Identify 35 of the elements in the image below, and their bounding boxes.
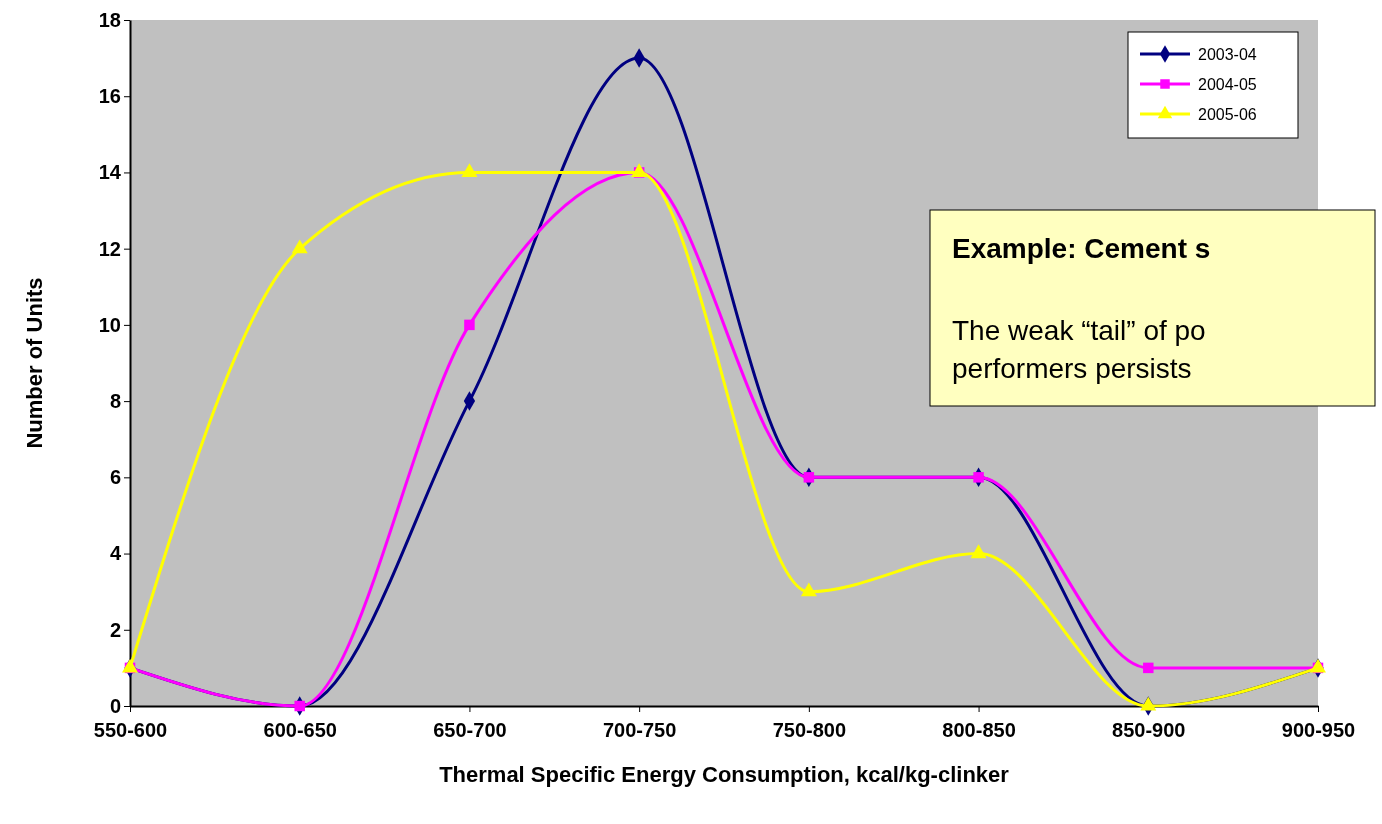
y-tick-label: 12 bbox=[98, 237, 121, 260]
x-tick-label: 700-750 bbox=[602, 719, 677, 741]
y-tick-label: 8 bbox=[109, 390, 121, 413]
y-tick-label: 6 bbox=[109, 466, 121, 489]
x-tick-label: 750-800 bbox=[772, 719, 847, 741]
x-tick-label: 550-600 bbox=[93, 719, 168, 741]
y-tick-label: 18 bbox=[98, 8, 121, 31]
y-tick-label: 0 bbox=[109, 694, 121, 717]
y-tick-label: 16 bbox=[98, 85, 121, 108]
legend-label: 2005-06 bbox=[1198, 106, 1257, 123]
y-tick-label: 4 bbox=[109, 542, 122, 565]
y-tick-label: 14 bbox=[98, 161, 122, 184]
x-tick-label: 800-850 bbox=[942, 719, 1016, 741]
point bbox=[294, 700, 305, 712]
x-axis-title: Thermal Specific Energy Consumption, kcal/kg-clinker bbox=[439, 762, 1010, 787]
x-tick-label: 600-650 bbox=[263, 719, 337, 741]
point bbox=[461, 163, 478, 178]
annotation: Example: Cement s bbox=[952, 233, 1211, 264]
point bbox=[1143, 662, 1154, 674]
y-axis-title: Number of Units bbox=[22, 277, 47, 449]
point bbox=[631, 163, 648, 178]
y-tick-label: 10 bbox=[98, 313, 121, 336]
annotation: The weak “tail” of po performers persists bbox=[952, 315, 1206, 384]
point bbox=[970, 544, 987, 559]
x-tick-label: 900-950 bbox=[1281, 719, 1356, 741]
note-box: Example: Cement s The weak “tail” of po performers persists bbox=[929, 209, 1376, 407]
point bbox=[973, 472, 984, 483]
legend-label: 2003-04 bbox=[1198, 46, 1257, 63]
point bbox=[291, 239, 308, 254]
x-tick-label: 850-900 bbox=[1112, 719, 1186, 741]
point bbox=[803, 472, 815, 483]
x-tick-label: 650-700 bbox=[433, 719, 507, 741]
y-tick-label: 2 bbox=[109, 618, 121, 641]
legend-label: 2004-05 bbox=[1198, 76, 1257, 93]
point bbox=[464, 319, 475, 331]
